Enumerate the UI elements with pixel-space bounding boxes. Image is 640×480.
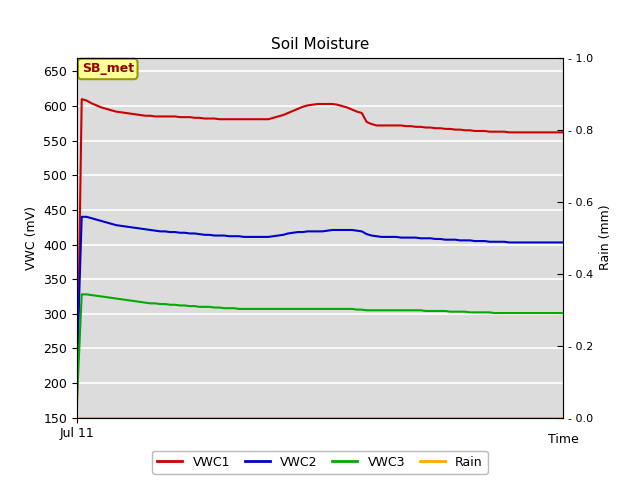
Legend: VWC1, VWC2, VWC3, Rain: VWC1, VWC2, VWC3, Rain <box>152 451 488 474</box>
Text: SB_met: SB_met <box>82 62 134 75</box>
Title: Soil Moisture: Soil Moisture <box>271 37 369 52</box>
Text: Time: Time <box>548 432 579 446</box>
Y-axis label: Rain (mm): Rain (mm) <box>599 205 612 270</box>
Y-axis label: VWC (mV): VWC (mV) <box>24 205 38 270</box>
